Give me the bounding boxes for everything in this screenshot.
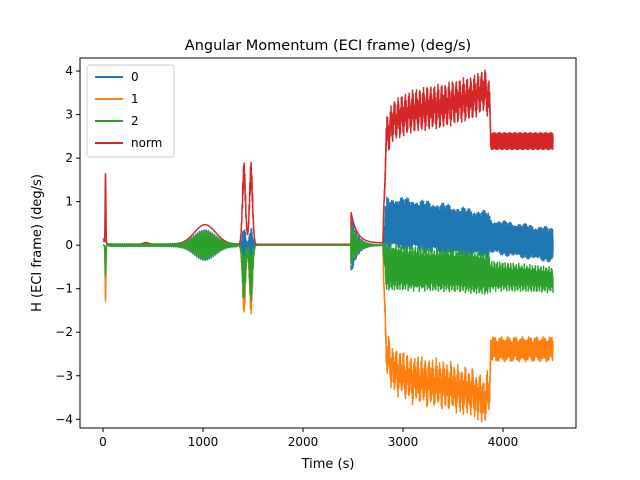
y-axis: −4 −3 −2 −1 0 1 2 3 4 [55, 64, 80, 426]
y-tick-label: −2 [55, 325, 73, 339]
x-tick-label: 1000 [188, 435, 219, 449]
x-axis: 0 1000 2000 3000 4000 [99, 428, 518, 449]
y-tick-label: −4 [55, 412, 73, 426]
x-axis-label: Time (s) [301, 457, 355, 472]
plot-lines [102, 69, 554, 423]
x-tick-label: 3000 [388, 435, 419, 449]
y-tick-label: −1 [55, 282, 73, 296]
legend-label-2: 2 [131, 114, 139, 128]
x-tick-label: 0 [99, 435, 107, 449]
legend-label-norm: norm [131, 136, 162, 150]
y-tick-label: −3 [55, 369, 73, 383]
plot-frame [79, 57, 577, 429]
legend-label-0: 0 [131, 70, 139, 84]
y-tick-label: 2 [65, 151, 73, 165]
y-axis-label: H (ECI frame) (deg/s) [30, 174, 45, 312]
x-tick-label: 4000 [488, 435, 519, 449]
legend: 0 1 2 norm [86, 64, 175, 158]
y-tick-label: 3 [65, 108, 73, 122]
legend-box [86, 64, 175, 158]
y-tick-label: 0 [65, 238, 73, 252]
x-tick-label: 2000 [288, 435, 319, 449]
chart-title: Angular Momentum (ECI frame) (deg/s) [185, 38, 471, 54]
y-tick-label: 4 [65, 64, 73, 78]
y-tick-label: 1 [65, 195, 73, 209]
series-line-2 [102, 226, 554, 303]
legend-label-1: 1 [131, 92, 139, 106]
